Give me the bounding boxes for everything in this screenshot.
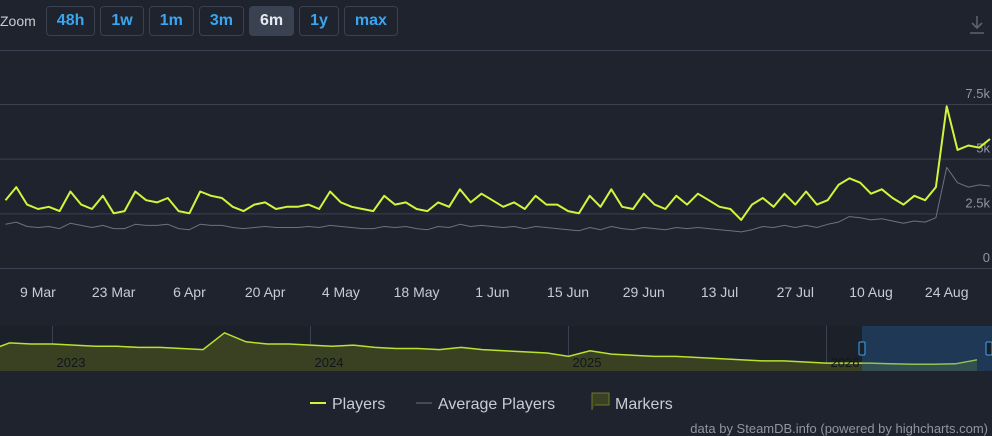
y-tick-label: 7.5k bbox=[965, 86, 990, 101]
zoom-button[interactable]: 1m bbox=[148, 6, 194, 36]
zoom-button[interactable]: 6m bbox=[248, 6, 295, 36]
legend-label: Players bbox=[332, 396, 385, 413]
legend-label: Markers bbox=[615, 396, 673, 413]
zoom-button[interactable]: 3m bbox=[198, 6, 244, 36]
x-tick-label: 15 Jun bbox=[547, 284, 589, 300]
plot-area bbox=[4, 105, 991, 233]
legend-label: Average Players bbox=[438, 396, 555, 413]
legend-symbol bbox=[591, 392, 610, 410]
y-tick-label: 5k bbox=[976, 141, 990, 156]
navigator-label: 2023 bbox=[57, 355, 86, 370]
x-tick-label: 6 Apr bbox=[173, 284, 206, 300]
navigator-selection bbox=[862, 326, 992, 371]
download-icon[interactable] bbox=[970, 16, 984, 34]
x-tick-label: 1 Jun bbox=[475, 284, 509, 300]
zoom-label: Zoom bbox=[0, 13, 36, 29]
navigator-line bbox=[0, 331, 978, 366]
navigator-label: 2026 bbox=[831, 355, 860, 370]
zoom-button[interactable]: 1w bbox=[100, 6, 144, 36]
navigator-label: 2025 bbox=[573, 355, 602, 370]
navigator-handle[interactable] bbox=[858, 341, 866, 356]
series-line bbox=[5, 166, 991, 233]
x-tick-label: 23 Mar bbox=[92, 284, 136, 300]
credits: data by SteamDB.info (powered by highcha… bbox=[690, 421, 988, 436]
y-tick-label: 2.5k bbox=[965, 195, 990, 210]
navigator-handle[interactable] bbox=[985, 341, 992, 356]
zoom-button[interactable]: 1y bbox=[299, 6, 339, 36]
x-tick-label: 13 Jul bbox=[701, 284, 738, 300]
navigator bbox=[0, 331, 978, 371]
x-tick-label: 18 May bbox=[394, 284, 440, 300]
series-line bbox=[4, 105, 991, 221]
zoom-button[interactable]: max bbox=[343, 6, 398, 36]
navigator-area bbox=[0, 332, 977, 371]
x-tick-label: 4 May bbox=[322, 284, 360, 300]
x-tick-label: 20 Apr bbox=[245, 284, 286, 300]
navigator-label: 2024 bbox=[315, 355, 344, 370]
zoom-bar: Zoom 48h 1w 1m 3m 6m 1y max bbox=[0, 6, 398, 36]
x-tick-label: 27 Jul bbox=[777, 284, 814, 300]
y-tick-label: 0 bbox=[983, 250, 990, 265]
zoom-button[interactable]: 48h bbox=[45, 6, 96, 36]
x-tick-label: 9 Mar bbox=[20, 284, 56, 300]
x-tick-label: 10 Aug bbox=[849, 284, 893, 300]
x-tick-label: 29 Jun bbox=[623, 284, 665, 300]
x-tick-label: 24 Aug bbox=[925, 284, 969, 300]
